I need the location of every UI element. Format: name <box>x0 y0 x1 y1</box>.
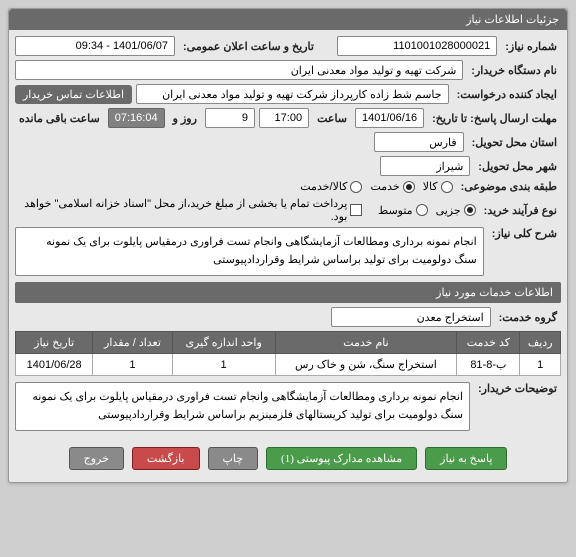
category-label: طبقه بندی موضوعی: <box>457 180 561 193</box>
city-label: شهر محل تحویل: <box>474 160 561 173</box>
buyer-org-field: شرکت تهیه و تولید مواد معدنی ایران <box>15 60 463 80</box>
service-group-label: گروه خدمت: <box>495 311 561 324</box>
services-table: ردیف کد خدمت نام خدمت واحد اندازه گیری ت… <box>15 331 561 376</box>
main-desc-label: شرح کلی نیاز: <box>488 227 561 240</box>
main-desc-box: انجام نمونه برداری ومطالعات آزمایشگاهی و… <box>15 227 484 276</box>
print-button[interactable]: چاپ <box>208 447 259 470</box>
footer-buttons: پاسخ به نیاز مشاهده مدارک پیوستی (1) چاپ… <box>15 441 561 476</box>
radio-icon <box>441 181 453 193</box>
need-number-label: شماره نیاز: <box>501 40 561 53</box>
cat-service-label: خدمت <box>370 180 399 193</box>
table-header-row: ردیف کد خدمت نام خدمت واحد اندازه گیری ت… <box>16 332 561 354</box>
col-name: نام خدمت <box>275 332 457 354</box>
proc-partial-radio[interactable]: جزیی <box>436 204 476 217</box>
radio-icon <box>464 204 476 216</box>
deadline-time-field: 17:00 <box>259 108 309 128</box>
cat-goods-label: کالا <box>423 180 438 193</box>
table-row[interactable]: 1 ب-8-81 استخراج سنگ، شن و خاک رس 1 1 14… <box>16 354 561 376</box>
proc-medium-radio[interactable]: متوسط <box>378 204 428 217</box>
panel-body: شماره نیاز: 1101001028000021 تاریخ و ساع… <box>9 30 567 482</box>
cell-name: استخراج سنگ، شن و خاک رس <box>275 354 457 376</box>
remain-time-field: 07:16:04 <box>108 108 165 128</box>
category-radio-group: کالا خدمت کالا/خدمت <box>300 180 452 193</box>
cat-service-radio[interactable]: خدمت <box>370 180 414 193</box>
radio-icon <box>403 181 415 193</box>
radio-icon <box>350 181 362 193</box>
proc-note-label: پرداخت تمام یا بخشی از مبلغ خرید،از محل … <box>15 197 347 223</box>
main-panel: جزئیات اطلاعات نیاز شماره نیاز: 11010010… <box>8 8 568 483</box>
cat-goods-service-label: کالا/خدمت <box>300 180 347 193</box>
contact-button[interactable]: اطلاعات تماس خریدار <box>15 85 132 104</box>
deadline-label: مهلت ارسال پاسخ: تا تاریخ: <box>428 112 561 125</box>
cat-goods-radio[interactable]: کالا <box>423 180 453 193</box>
time-label-1: ساعت <box>313 112 351 125</box>
attachments-button[interactable]: مشاهده مدارک پیوستی (1) <box>266 447 417 470</box>
announce-label: تاریخ و ساعت اعلان عمومی: <box>179 40 318 53</box>
proc-medium-label: متوسط <box>378 204 413 217</box>
buyer-org-label: نام دستگاه خریدار: <box>467 64 561 77</box>
announce-field: 1401/06/07 - 09:34 <box>15 36 175 56</box>
creator-label: ایجاد کننده درخواست: <box>453 88 561 101</box>
need-number-field: 1101001028000021 <box>337 36 497 56</box>
col-unit: واحد اندازه گیری <box>172 332 275 354</box>
cell-date: 1401/06/28 <box>16 354 93 376</box>
service-group-field: استخراج معدن <box>331 307 491 327</box>
respond-button[interactable]: پاسخ به نیاز <box>425 447 507 470</box>
cell-unit: 1 <box>172 354 275 376</box>
treasury-checkbox[interactable] <box>350 204 362 216</box>
process-label: نوع فرآیند خرید: <box>480 204 561 217</box>
col-row: ردیف <box>520 332 561 354</box>
exit-button[interactable]: خروج <box>69 447 124 470</box>
remain-label: ساعت باقی مانده <box>15 112 104 125</box>
back-button[interactable]: بازگشت <box>132 447 200 470</box>
proc-partial-label: جزیی <box>436 204 461 217</box>
cell-qty: 1 <box>93 354 172 376</box>
col-code: کد خدمت <box>457 332 520 354</box>
services-header: اطلاعات خدمات مورد نیاز <box>15 282 561 303</box>
cat-goods-service-radio[interactable]: کالا/خدمت <box>300 180 362 193</box>
province-field: فارس <box>374 132 464 152</box>
city-field: شیراز <box>380 156 470 176</box>
buyer-desc-label: توضیحات خریدار: <box>474 382 561 395</box>
process-radio-group: جزیی متوسط <box>378 204 476 217</box>
days-label: روز و <box>169 112 201 125</box>
cell-row: 1 <box>520 354 561 376</box>
days-field: 9 <box>205 108 255 128</box>
panel-title: جزئیات اطلاعات نیاز <box>9 9 567 30</box>
col-qty: تعداد / مقدار <box>93 332 172 354</box>
col-date: تاریخ نیاز <box>16 332 93 354</box>
radio-icon <box>416 204 428 216</box>
province-label: استان محل تحویل: <box>468 136 561 149</box>
deadline-date-field: 1401/06/16 <box>355 108 424 128</box>
creator-field: جاسم شط زاده کارپرداز شرکت تهیه و تولید … <box>136 84 449 104</box>
cell-code: ب-8-81 <box>457 354 520 376</box>
buyer-desc-box: انجام نمونه برداری ومطالعات آزمایشگاهی و… <box>15 382 470 431</box>
